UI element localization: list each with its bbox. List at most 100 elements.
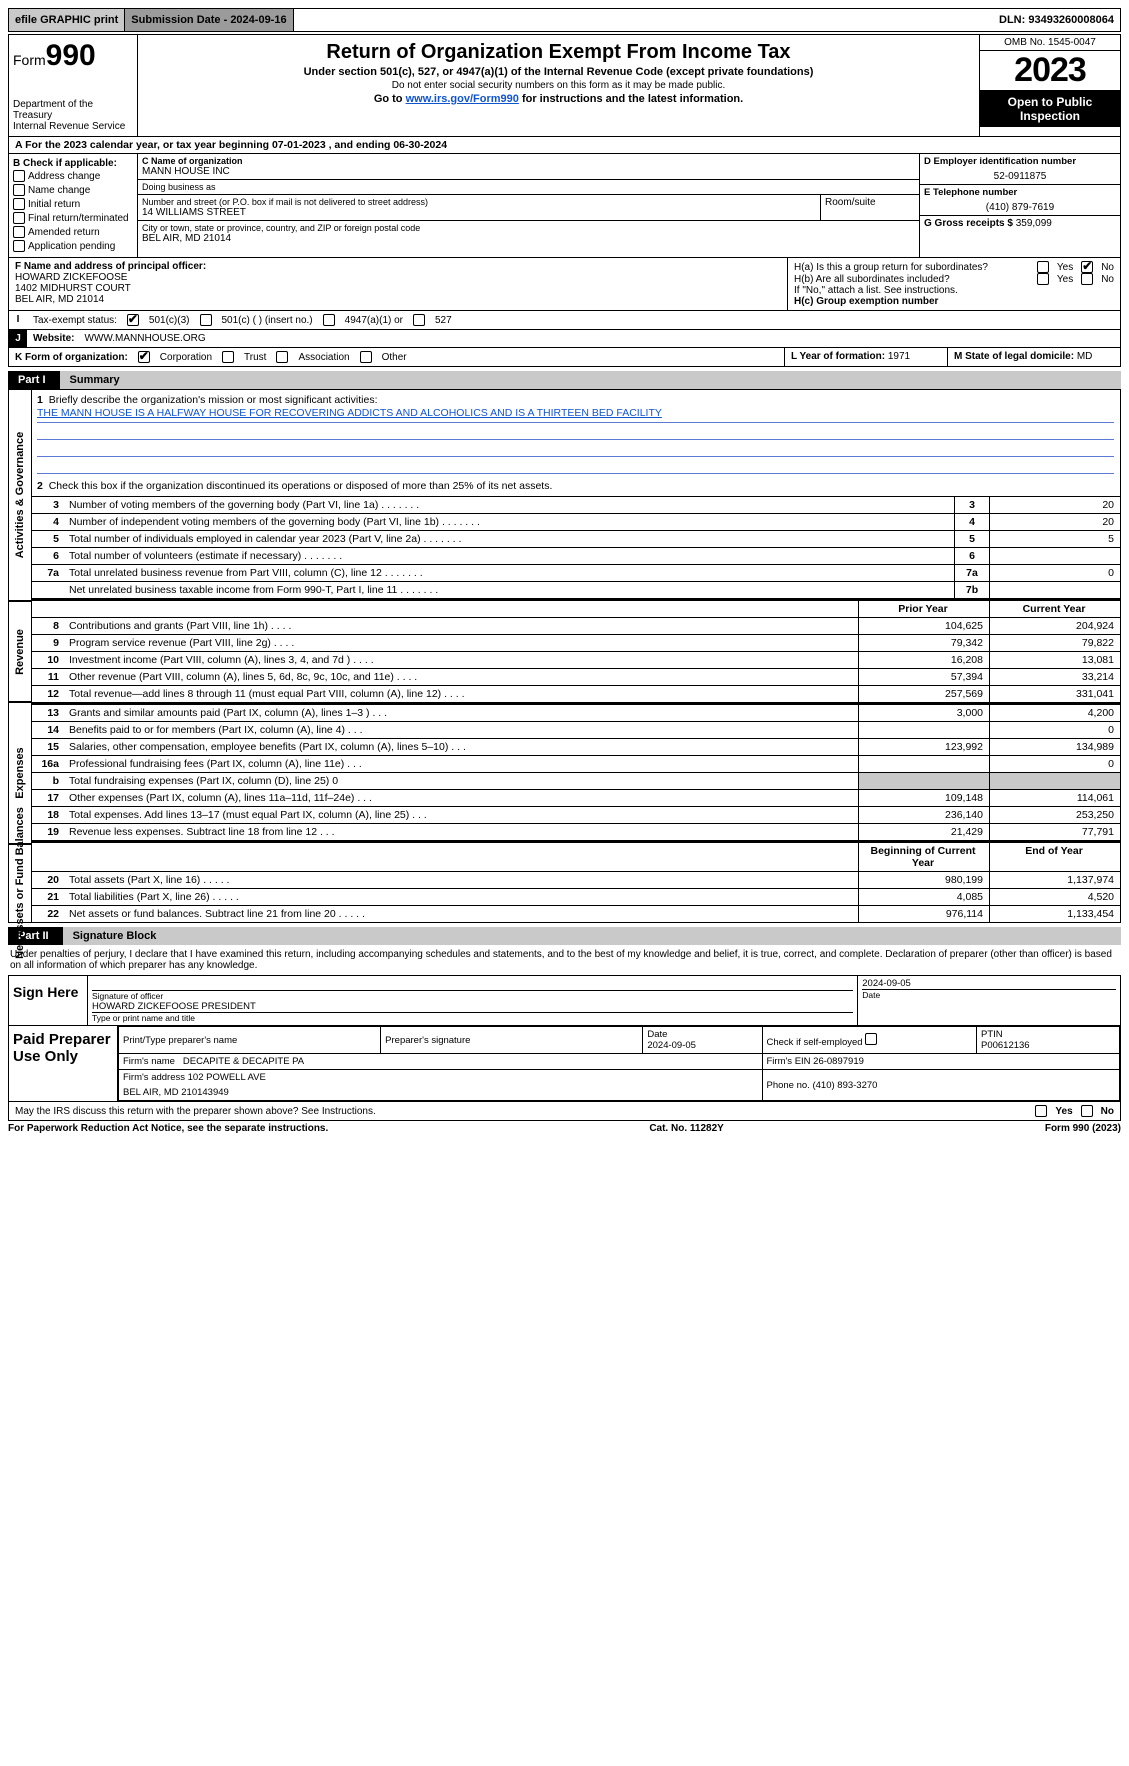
org-name: MANN HOUSE INC bbox=[142, 166, 915, 177]
part1-header: Part I Summary bbox=[8, 371, 1121, 389]
paid-preparer-block: Paid Preparer Use Only Print/Type prepar… bbox=[8, 1026, 1121, 1102]
open-inspection-badge: Open to Public Inspection bbox=[980, 91, 1120, 127]
ptin-value: P00612136 bbox=[981, 1040, 1030, 1051]
officer-addr1: 1402 MIDHURST COURT bbox=[15, 283, 781, 294]
chk-527[interactable] bbox=[413, 314, 425, 326]
chk-association[interactable] bbox=[276, 351, 288, 363]
chk-corporation[interactable] bbox=[138, 351, 150, 363]
telephone-label: E Telephone number bbox=[924, 187, 1116, 198]
chk-discuss-yes[interactable] bbox=[1035, 1105, 1047, 1117]
row-i-label: I bbox=[9, 311, 27, 329]
subordinates-note: If "No," attach a list. See instructions… bbox=[794, 285, 1114, 296]
firm-ein: 26-0897919 bbox=[813, 1056, 864, 1067]
entity-block: B Check if applicable: Address change Na… bbox=[8, 154, 1121, 258]
summary-section: Activities & Governance Revenue Expenses… bbox=[8, 389, 1121, 923]
omb-number: OMB No. 1545-0047 bbox=[980, 35, 1120, 51]
sign-date-label: Date bbox=[862, 989, 1116, 1000]
goto-instructions: Go to www.irs.gov/Form990 for instructio… bbox=[144, 91, 973, 105]
dln-label: DLN: 93493260008064 bbox=[993, 9, 1120, 31]
chk-trust[interactable] bbox=[222, 351, 234, 363]
form990-link[interactable]: www.irs.gov/Form990 bbox=[406, 93, 519, 105]
prep-sig-hdr: Preparer's signature bbox=[381, 1027, 643, 1054]
chk-initial-return[interactable] bbox=[13, 198, 25, 210]
form-org-label: K Form of organization: bbox=[15, 352, 128, 363]
tax-exempt-label: Tax-exempt status: bbox=[33, 315, 117, 326]
chk-sub-no[interactable] bbox=[1081, 273, 1093, 285]
chk-application-pending[interactable] bbox=[13, 240, 25, 252]
prep-name-hdr: Print/Type preparer's name bbox=[119, 1027, 381, 1054]
prep-date-value: 2024-09-05 bbox=[647, 1040, 696, 1051]
expenses-table: 13Grants and similar amounts paid (Part … bbox=[31, 704, 1120, 840]
group-exemption-label: H(c) Group exemption number bbox=[794, 296, 1114, 307]
state-domicile: M State of legal domicile: MD bbox=[947, 348, 1120, 366]
chk-self-employed[interactable] bbox=[865, 1033, 877, 1045]
officer-name-label: Type or print name and title bbox=[92, 1012, 853, 1023]
self-employed-cell: Check if self-employed bbox=[762, 1027, 976, 1054]
telephone-value: (410) 879-7619 bbox=[924, 198, 1116, 213]
firm-addr2: BEL AIR, MD 210143949 bbox=[119, 1085, 763, 1101]
street-value: 14 WILLIAMS STREET bbox=[142, 207, 816, 218]
chk-501c[interactable] bbox=[200, 314, 212, 326]
dba-label: Doing business as bbox=[142, 182, 915, 192]
chk-4947[interactable] bbox=[323, 314, 335, 326]
exp-section-label: Expenses bbox=[14, 747, 26, 798]
officer-sig-label: Signature of officer bbox=[92, 990, 853, 1001]
form-header: Form990 Department of the Treasury Inter… bbox=[8, 34, 1121, 137]
discontinued-question: Check this box if the organization disco… bbox=[49, 480, 553, 492]
net-assets-table: Beginning of Current YearEnd of Year 20T… bbox=[31, 842, 1120, 922]
city-value: BEL AIR, MD 21014 bbox=[142, 233, 915, 244]
revenue-table: Prior YearCurrent Year 8Contributions an… bbox=[31, 600, 1120, 702]
chk-group-yes[interactable] bbox=[1037, 261, 1049, 273]
city-label: City or town, state or province, country… bbox=[142, 223, 915, 233]
officer-sig-name: HOWARD ZICKEFOOSE PRESIDENT bbox=[92, 1001, 853, 1012]
officer-addr2: BEL AIR, MD 21014 bbox=[15, 294, 781, 305]
mission-answer: THE MANN HOUSE IS A HALFWAY HOUSE FOR RE… bbox=[37, 406, 1114, 423]
room-suite-label: Room/suite bbox=[821, 195, 919, 221]
page-footer: For Paperwork Reduction Act Notice, see … bbox=[8, 1121, 1121, 1134]
check-applicable: B Check if applicable: Address change Na… bbox=[9, 154, 138, 257]
ssn-note: Do not enter social security numbers on … bbox=[144, 78, 973, 91]
form-subtitle: Under section 501(c), 527, or 4947(a)(1)… bbox=[144, 66, 973, 78]
website-value: WWW.MANNHOUSE.ORG bbox=[85, 333, 206, 344]
firm-addr1: 102 POWELL AVE bbox=[188, 1072, 266, 1083]
chk-sub-yes[interactable] bbox=[1037, 273, 1049, 285]
firm-name: DECAPITE & DECAPITE PA bbox=[183, 1056, 304, 1067]
chk-other-org[interactable] bbox=[360, 351, 372, 363]
chk-amended-return[interactable] bbox=[13, 226, 25, 238]
submission-date-button[interactable]: Submission Date - 2024-09-16 bbox=[125, 9, 293, 31]
rev-section-label: Revenue bbox=[14, 629, 26, 675]
firm-phone: (410) 893-3270 bbox=[812, 1080, 877, 1091]
chk-discuss-no[interactable] bbox=[1081, 1105, 1093, 1117]
year-formation: L Year of formation: 1971 bbox=[784, 348, 947, 366]
mission-question: Briefly describe the organization's miss… bbox=[49, 394, 378, 406]
part2-header: Part II Signature Block bbox=[8, 927, 1121, 945]
chk-group-no[interactable] bbox=[1081, 261, 1093, 273]
chk-name-change[interactable] bbox=[13, 184, 25, 196]
subordinates-label: H(b) Are all subordinates included? bbox=[794, 274, 950, 285]
chk-501c3[interactable] bbox=[127, 314, 139, 326]
sign-here-block: Sign Here Signature of officer HOWARD ZI… bbox=[8, 975, 1121, 1026]
group-return-label: H(a) Is this a group return for subordin… bbox=[794, 262, 988, 273]
principal-officer-label: F Name and address of principal officer: bbox=[15, 261, 781, 272]
efile-print-button[interactable]: efile GRAPHIC print bbox=[9, 9, 125, 31]
net-section-label: Net Assets or Fund Balances bbox=[14, 808, 26, 960]
chk-final-return[interactable] bbox=[13, 212, 25, 224]
perjury-statement: Under penalties of perjury, I declare th… bbox=[8, 945, 1121, 975]
gov-section-label: Activities & Governance bbox=[14, 432, 26, 559]
form-title: Return of Organization Exempt From Incom… bbox=[144, 39, 973, 66]
street-label: Number and street (or P.O. box if mail i… bbox=[142, 197, 816, 207]
chk-address-change[interactable] bbox=[13, 170, 25, 182]
paid-preparer-label: Paid Preparer Use Only bbox=[9, 1026, 118, 1101]
org-name-label: C Name of organization bbox=[142, 156, 915, 166]
top-toolbar: efile GRAPHIC print Submission Date - 20… bbox=[8, 8, 1121, 32]
discuss-row: May the IRS discuss this return with the… bbox=[8, 1102, 1121, 1121]
officer-name: HOWARD ZICKEFOOSE bbox=[15, 272, 781, 283]
ein-value: 52-0911875 bbox=[924, 167, 1116, 182]
dept-irs: Internal Revenue Service bbox=[13, 121, 133, 132]
governance-table: 3Number of voting members of the governi… bbox=[31, 496, 1120, 598]
sign-here-label: Sign Here bbox=[9, 976, 88, 1025]
row-j-label: J bbox=[9, 330, 27, 347]
officer-group-row: F Name and address of principal officer:… bbox=[8, 258, 1121, 311]
ein-label: D Employer identification number bbox=[924, 156, 1116, 167]
tax-year-range: A For the 2023 calendar year, or tax yea… bbox=[8, 137, 1121, 154]
